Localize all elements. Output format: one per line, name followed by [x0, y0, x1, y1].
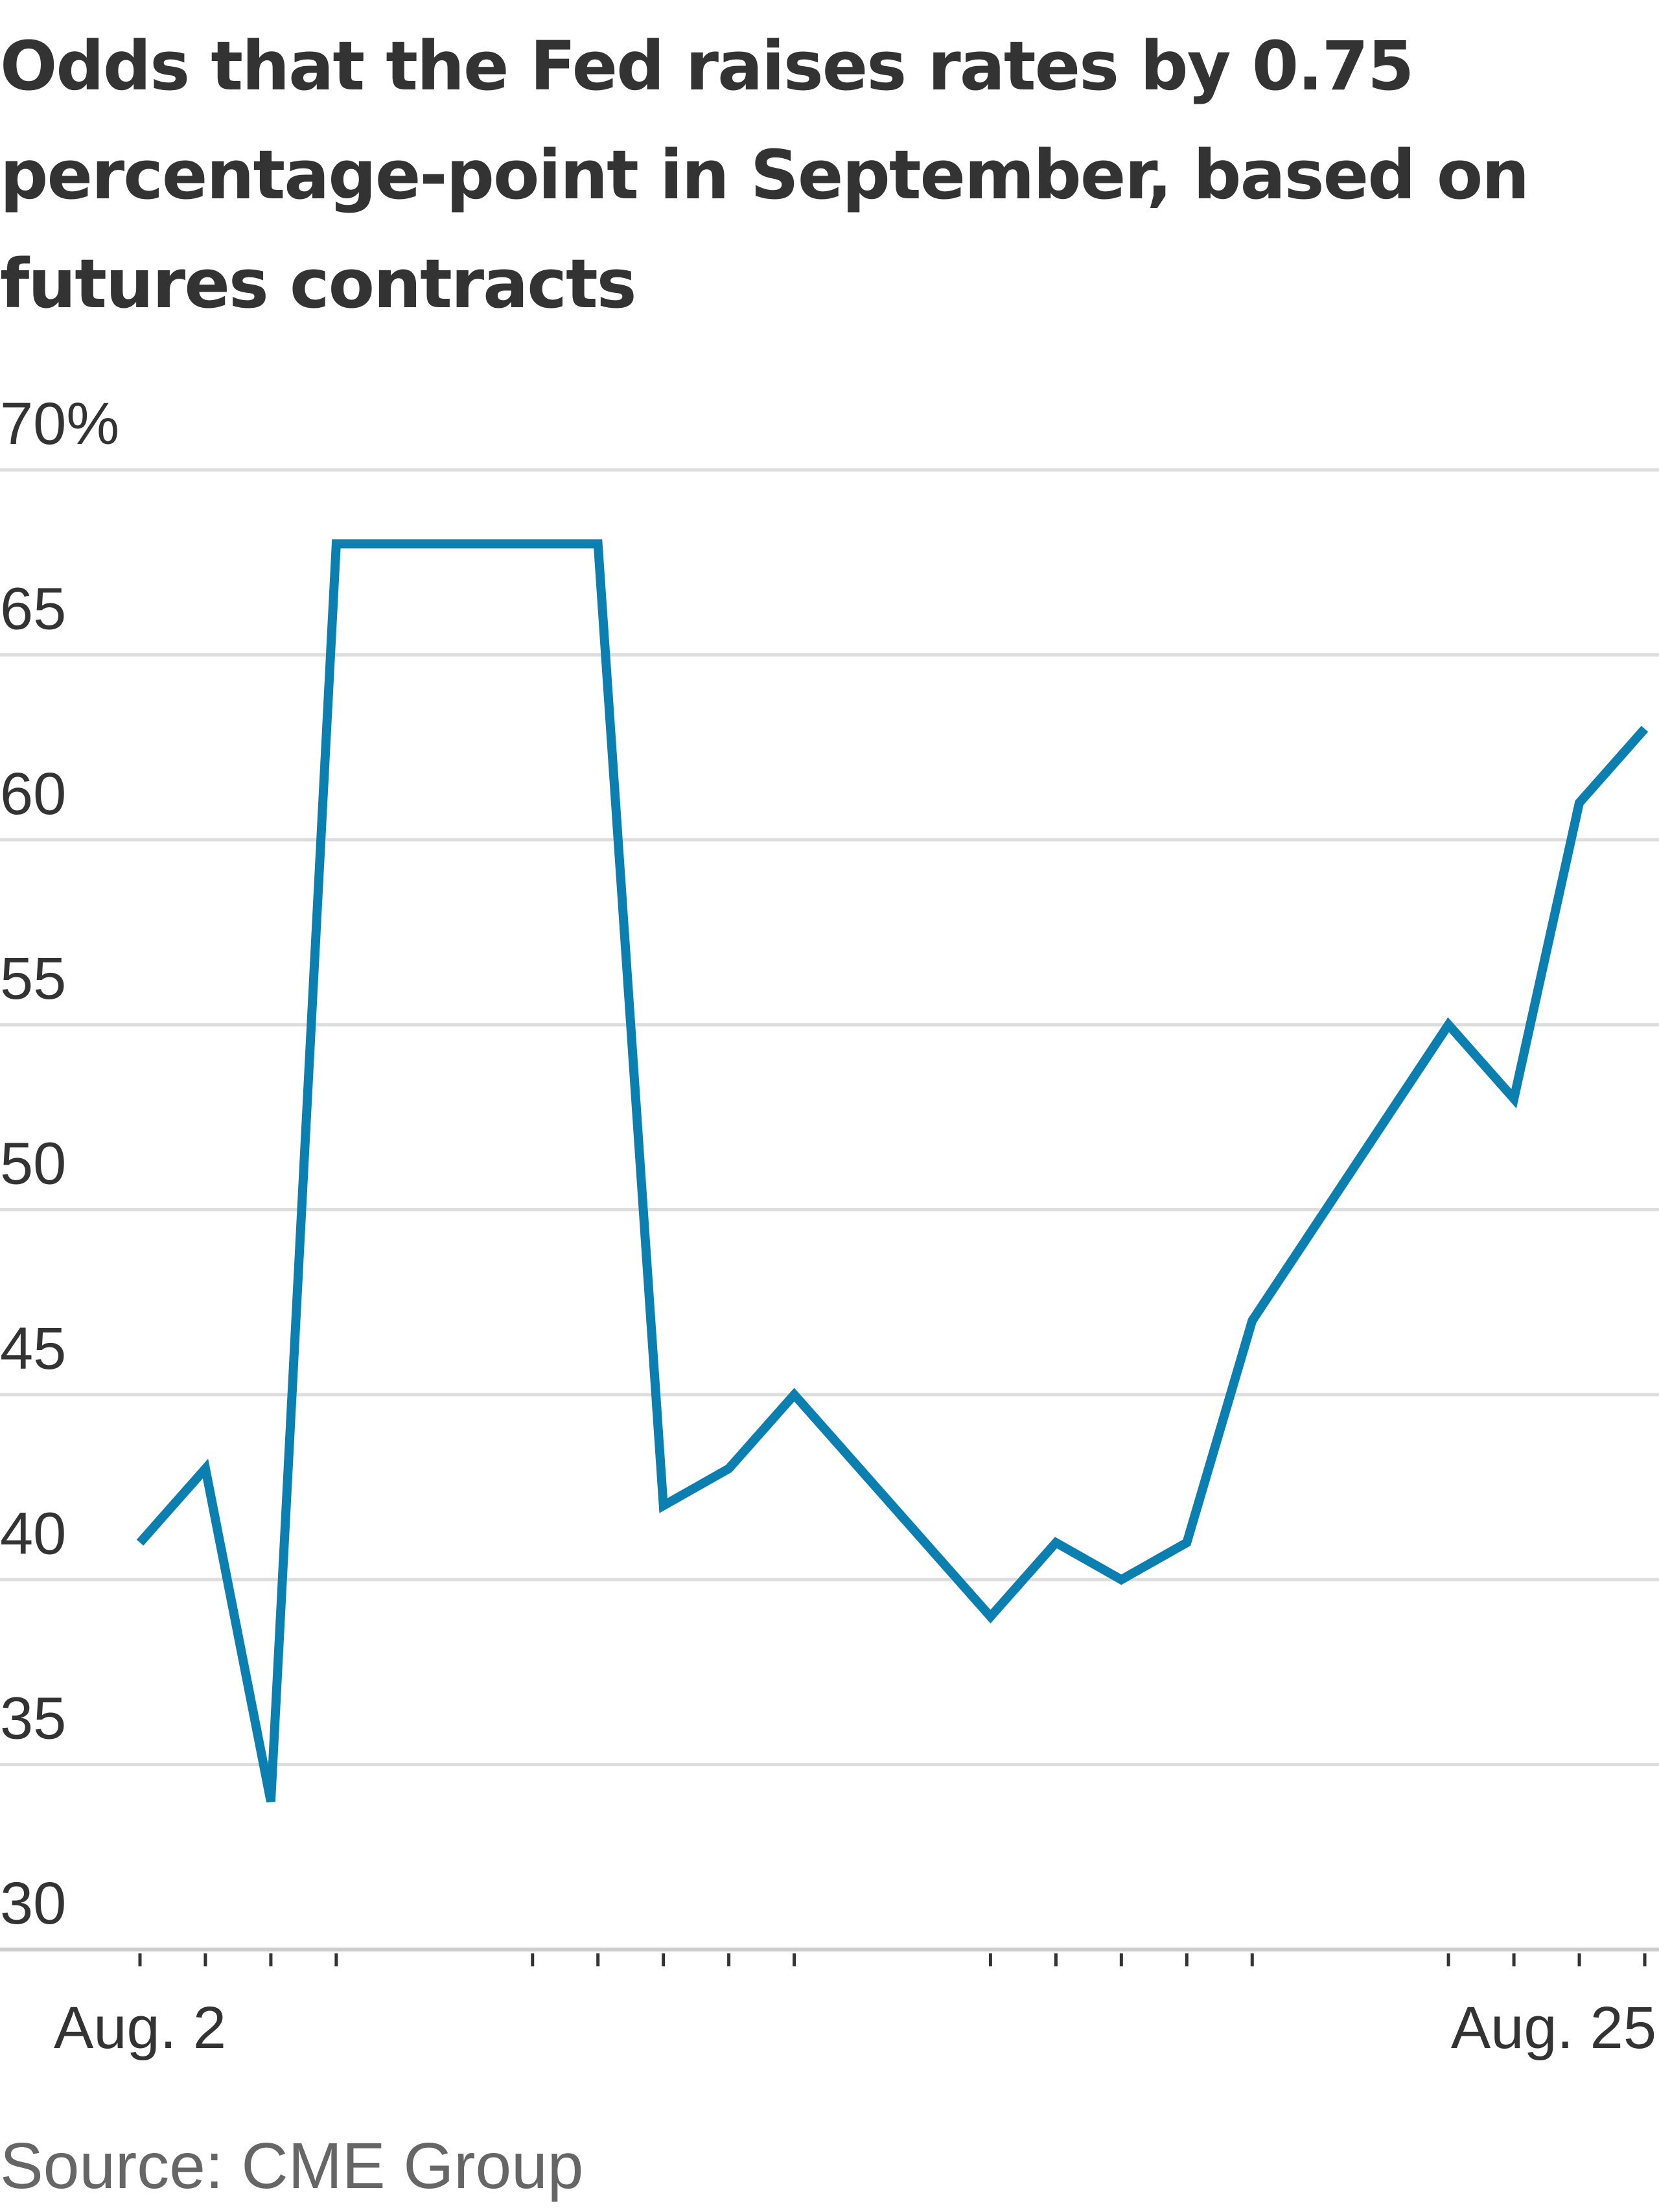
y-tick-label: 45 — [0, 1316, 66, 1382]
y-tick-label: 65 — [0, 576, 66, 642]
y-tick-label: 50 — [0, 1131, 66, 1197]
y-tick-label: 40 — [0, 1500, 66, 1566]
y-tick-label: 60 — [0, 761, 66, 827]
y-tick-label: 55 — [0, 946, 66, 1012]
chart-title: Odds that the Fed raises rates by 0.75 p… — [0, 27, 1529, 323]
grid-lines — [0, 468, 1659, 1951]
y-tick-label: 30 — [0, 1870, 66, 1937]
y-tick-label: 70% — [0, 391, 119, 457]
y-tick-label: 35 — [0, 1686, 66, 1752]
x-axis: Aug. 2 Aug. 25 — [54, 1953, 1656, 2061]
source-note: Source: CME Group — [0, 2130, 584, 2202]
series-lines — [136, 539, 1649, 1803]
y-axis-labels: 70% 65 60 55 50 45 40 35 30 — [0, 391, 119, 1937]
series-line — [136, 539, 1649, 1803]
x-tick-label: Aug. 25 — [1451, 1995, 1656, 2061]
x-tick-label: Aug. 2 — [54, 1995, 226, 2061]
